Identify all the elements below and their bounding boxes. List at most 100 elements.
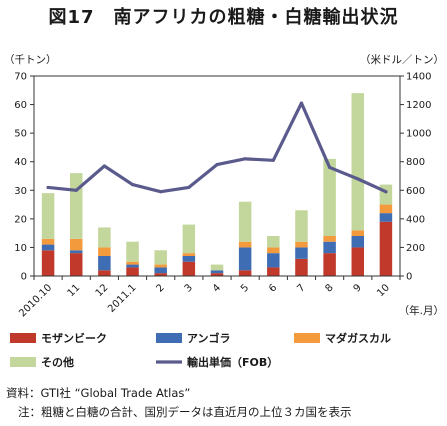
bar-segment-s1-9 — [295, 247, 308, 259]
bar-segment-s3-5 — [182, 224, 196, 254]
bar-segment-s2-11 — [351, 230, 365, 236]
left-tick-label-6: 60 — [14, 100, 27, 111]
bar-segment-s3-4 — [154, 250, 167, 265]
line-point-4 — [159, 190, 163, 194]
bar-segment-s3-11 — [351, 93, 365, 231]
right-tick-label-7: 1400 — [406, 72, 431, 83]
left-tick-label-7: 70 — [14, 72, 27, 83]
x-tick-label-11: 9 — [352, 282, 364, 294]
source-note: 資料：GTI社 “Global Trade Atlas” — [6, 386, 191, 400]
bar-segment-s1-11 — [351, 236, 365, 248]
legend-label-1: アンゴラ — [187, 331, 231, 345]
bar-segment-s3-3 — [126, 241, 139, 262]
bar-segment-s1-7 — [238, 247, 252, 271]
line-point-2 — [102, 164, 106, 168]
legend-label-2: マダガスカル — [325, 331, 391, 345]
line-point-3 — [130, 182, 135, 187]
x-tick-label-8: 6 — [267, 282, 279, 294]
bar-segment-s3-10 — [323, 158, 336, 236]
x-axis-unit: （年.月） — [399, 304, 444, 317]
line-point-1 — [74, 188, 78, 192]
bar-segment-s0-1 — [69, 253, 83, 276]
bar-segment-s3-8 — [267, 236, 280, 248]
bar-segment-s0-10 — [323, 253, 336, 276]
x-tick-label-10: 8 — [323, 282, 335, 294]
bar-segment-s1-12 — [379, 213, 393, 222]
bar-segment-s0-0 — [41, 250, 55, 276]
bar-segment-s1-2 — [98, 256, 111, 271]
bar-segment-s0-6 — [210, 273, 224, 276]
bar-segment-s3-12 — [379, 184, 393, 205]
x-tick-label-4: 2 — [155, 282, 167, 294]
bar-segment-s0-3 — [126, 267, 139, 276]
x-tick-label-12: 10 — [375, 282, 392, 299]
bar-segment-s2-2 — [98, 247, 111, 256]
bar-segment-s1-6 — [210, 270, 224, 274]
bar-segment-s2-3 — [126, 261, 139, 265]
bar-segment-s2-0 — [41, 238, 55, 245]
x-tick-label-5: 3 — [183, 282, 195, 294]
bar-segment-s3-7 — [238, 201, 252, 242]
bar-segment-s0-8 — [267, 267, 280, 276]
left-axis-unit: （千トン） — [4, 54, 57, 66]
left-tick-label-0: 0 — [21, 272, 27, 283]
bar-segment-s1-1 — [69, 250, 83, 254]
left-tick-label-4: 40 — [14, 157, 27, 168]
bar-segment-s2-10 — [323, 236, 336, 242]
bar-segment-s3-0 — [41, 193, 55, 239]
right-tick-label-0: 0 — [406, 272, 412, 283]
bar-segment-s2-8 — [267, 247, 280, 254]
bar-segment-s1-8 — [267, 253, 280, 268]
x-tick-label-2: 12 — [94, 282, 111, 299]
right-tick-label-3: 600 — [406, 186, 425, 197]
x-tick-label-6: 4 — [211, 282, 223, 294]
bar-segment-s1-5 — [182, 256, 196, 262]
legend-label-0: モザンビーク — [41, 331, 107, 345]
notes: 資料：GTI社 “Global Trade Atlas” 注：粗糖と白糖の合計、… — [6, 384, 352, 422]
bar-segment-s0-5 — [182, 261, 196, 276]
right-tick-label-1: 200 — [406, 243, 425, 254]
bar-segment-s1-4 — [154, 267, 167, 274]
line-point-12 — [384, 190, 388, 194]
left-tick-label-2: 20 — [14, 214, 27, 225]
bar-segment-s1-0 — [41, 244, 55, 251]
line-point-7 — [243, 157, 247, 161]
bar-segment-s1-10 — [323, 241, 336, 254]
bar-segment-s0-2 — [98, 270, 111, 276]
chart: 0 10 20 30 40 50 60 70 0 200 400 600 800 1000 1200 1400… — [4, 53, 444, 369]
bar-segment-s2-1 — [69, 238, 83, 251]
left-tick-label-3: 30 — [14, 186, 27, 197]
line-point-8 — [271, 158, 275, 162]
bar-segment-s3-1 — [69, 173, 83, 239]
bar-segment-s0-9 — [295, 258, 308, 276]
bar-segment-s3-9 — [295, 210, 308, 242]
line-point-9 — [299, 101, 304, 105]
x-tick-label-7: 5 — [239, 282, 251, 294]
plot-frame — [33, 75, 401, 277]
left-tick-label-1: 10 — [14, 243, 27, 254]
bar-segment-s0-4 — [154, 273, 167, 276]
x-tick-label-3: 2011.1 — [106, 282, 139, 315]
bar-segment-s1-3 — [126, 264, 139, 268]
legend-swatch-0 — [10, 333, 36, 343]
line-layer — [46, 101, 388, 194]
right-tick-label-5: 1000 — [406, 129, 431, 140]
footnote: 注：粗糖と白糖の合計、国別データは直近月の上位３カ国を表示 — [18, 405, 352, 419]
line-point-0 — [46, 185, 50, 190]
legend-label-4: 輸出単価（FOB） — [187, 355, 278, 369]
x-tick-label-1: 11 — [66, 282, 83, 299]
right-tick-label-6: 1200 — [406, 100, 431, 111]
right-tick-label-4: 800 — [406, 157, 425, 168]
chart-title: 図17 南アフリカの粗糖・白糖輸出状況 — [48, 7, 399, 28]
bar-segment-s2-9 — [295, 241, 308, 248]
line-point-11 — [356, 177, 360, 181]
bar-segment-s0-12 — [379, 221, 393, 276]
x-tick-label-9: 7 — [295, 282, 307, 294]
right-tick-label-2: 400 — [406, 214, 425, 225]
legend-label-3: その他 — [41, 355, 74, 369]
line-point-6 — [215, 162, 219, 167]
bar-segment-s0-7 — [238, 270, 252, 276]
legend-swatch-2 — [294, 333, 320, 343]
bar-segment-s2-4 — [154, 264, 167, 268]
